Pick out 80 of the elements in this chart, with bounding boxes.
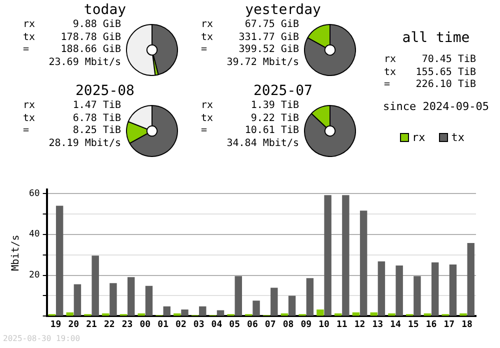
bar — [92, 256, 99, 316]
bar — [234, 276, 242, 316]
x-tick-label: 06 — [247, 320, 258, 330]
bar — [306, 278, 314, 316]
x-tick-label: 21 — [86, 320, 97, 330]
text: rx 70.45 TiB — [384, 54, 476, 65]
x-tick-label: 03 — [193, 320, 204, 330]
text: tx 178.78 GiB — [23, 32, 121, 42]
text: all time — [401, 30, 471, 46]
bar — [378, 261, 386, 316]
text: tx 155.65 TiB — [384, 66, 476, 78]
text: since 2024-09-05 — [382, 100, 490, 112]
x-tick-label: 00 — [140, 320, 151, 330]
text: rx 67.75 GiB — [201, 19, 299, 30]
x-tick-label: 10 — [318, 320, 330, 330]
text: tx 6.78 TiB — [23, 112, 121, 124]
text: rx 9.88 GiB — [23, 19, 121, 30]
bar — [396, 265, 403, 316]
y-tick-label: 40 — [28, 230, 40, 240]
x-tick-label: 11 — [336, 320, 348, 330]
legend-label: tx — [450, 131, 464, 144]
text: rx 1.47 TiB — [23, 100, 121, 111]
bar — [324, 195, 332, 316]
x-tick-label: 16 — [426, 320, 437, 330]
x-tick-label: 20 — [68, 320, 80, 330]
x-tick-label: 15 — [408, 320, 419, 330]
text: rx 1.39 TiB — [201, 100, 299, 111]
text: 34.84 Mbit/s — [226, 138, 299, 150]
x-tick-label: 04 — [211, 320, 223, 330]
x-tick-label: 01 — [158, 320, 168, 330]
bar — [56, 206, 64, 316]
text: = 8.25 TiB — [23, 125, 121, 136]
bar — [288, 296, 296, 316]
chart-title: 2025-08 — [74, 83, 136, 99]
text: = 399.52 GiB — [201, 44, 299, 55]
bar — [163, 306, 170, 316]
bar — [252, 300, 260, 316]
x-tick-label: 13 — [372, 320, 384, 330]
bar — [449, 264, 457, 316]
x-tick-label: 22 — [104, 320, 115, 330]
chart-title: yesterday — [244, 2, 322, 18]
bar — [360, 210, 368, 316]
x-tick-label: 17 — [444, 320, 455, 330]
y-axis-title: Mbit/s — [10, 234, 22, 271]
bar — [74, 284, 82, 316]
x-tick-label: 19 — [50, 320, 62, 330]
x-tick-label: 14 — [390, 320, 402, 330]
bar — [467, 242, 474, 316]
text: = 226.10 TiB — [384, 79, 476, 90]
x-tick-label: 08 — [282, 320, 294, 330]
bar — [127, 277, 135, 316]
bar — [199, 306, 206, 316]
bar — [414, 276, 421, 316]
chart-title: today — [82, 2, 128, 18]
text: 28.19 Mbit/s — [48, 138, 121, 150]
x-tick-label: 05 — [229, 320, 240, 330]
bar — [370, 312, 378, 316]
bar — [431, 262, 439, 316]
x-tick-label: 23 — [122, 320, 133, 330]
x-tick-label: 12 — [354, 320, 366, 330]
bar — [181, 309, 188, 316]
bar — [145, 286, 153, 316]
y-tick-label: 20 — [28, 270, 40, 281]
bar — [342, 195, 350, 316]
bar — [110, 283, 117, 316]
x-tick-label: 02 — [176, 320, 186, 330]
x-tick-label: 07 — [264, 320, 276, 330]
x-tick-label: 18 — [462, 320, 472, 330]
bar — [316, 309, 324, 316]
text: tx 9.22 TiB — [201, 112, 299, 124]
text: = 188.66 GiB — [23, 44, 121, 55]
text: 39.72 Mbit/s — [226, 56, 299, 69]
chart-title: 2025-07 — [252, 83, 314, 99]
text: = 10.61 TiB — [201, 125, 299, 136]
x-tick-label: 09 — [300, 320, 312, 330]
bar — [270, 288, 278, 316]
text: tx 331.77 GiB — [201, 32, 299, 42]
text: 23.69 Mbit/s — [48, 56, 121, 69]
legend-label: rx — [411, 131, 426, 144]
y-tick-label: 60 — [28, 188, 40, 199]
